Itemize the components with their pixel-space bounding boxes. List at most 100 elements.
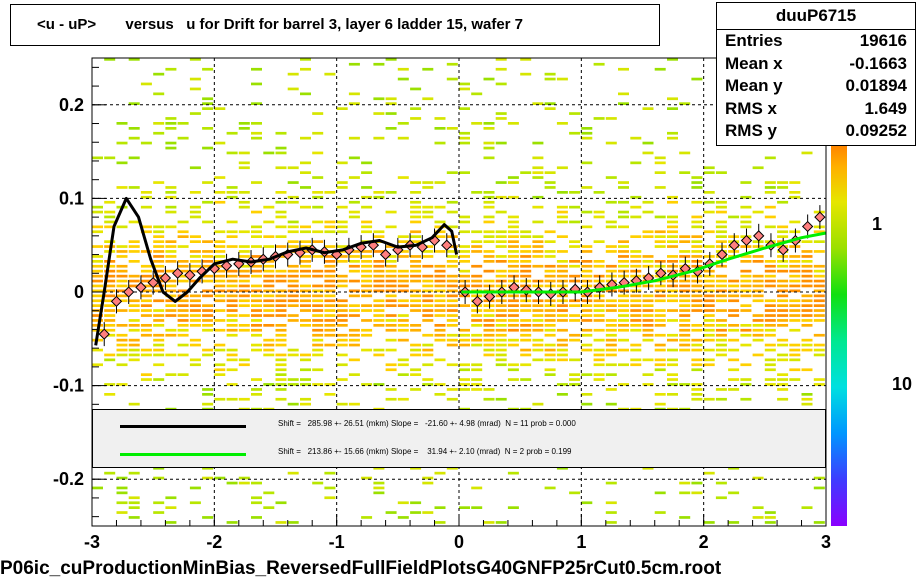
heat-cell bbox=[104, 299, 116, 303]
heat-cell bbox=[520, 299, 532, 303]
heat-cell bbox=[165, 117, 177, 120]
heat-cell bbox=[104, 471, 116, 475]
heat-cell bbox=[691, 235, 703, 238]
heat-cell bbox=[642, 230, 654, 234]
heat-cell bbox=[740, 378, 752, 381]
heat-cell bbox=[348, 210, 360, 214]
heat-cell bbox=[263, 338, 275, 342]
heat-cell bbox=[361, 294, 373, 298]
heat-cell bbox=[214, 191, 226, 194]
profile-point bbox=[171, 267, 184, 279]
heat-cell bbox=[434, 294, 446, 298]
heat-cell bbox=[238, 230, 250, 234]
stats-value: 0.01894 bbox=[845, 76, 907, 95]
heat-cell bbox=[495, 324, 507, 327]
heat-cell bbox=[691, 388, 703, 391]
heat-cell bbox=[140, 205, 152, 209]
heat-cell bbox=[703, 284, 715, 288]
heat-cell bbox=[471, 294, 483, 298]
heat-cell bbox=[226, 269, 238, 273]
heat-cell bbox=[177, 328, 189, 332]
heat-cell bbox=[104, 309, 116, 312]
heat-cell bbox=[348, 250, 360, 253]
heat-cell bbox=[679, 343, 691, 347]
heat-cell bbox=[740, 279, 752, 283]
heat-cell bbox=[618, 269, 629, 273]
heat-cell bbox=[789, 191, 801, 194]
heat-cell bbox=[777, 314, 789, 317]
heat-cell bbox=[165, 255, 177, 258]
heat-cell bbox=[165, 205, 177, 209]
heat-cell bbox=[556, 279, 568, 283]
heat-cell bbox=[593, 309, 605, 312]
heat-cell bbox=[740, 274, 752, 278]
heat-cell bbox=[764, 363, 776, 367]
heat-cell bbox=[691, 481, 703, 485]
heat-cell bbox=[300, 186, 311, 189]
heat-cell bbox=[764, 324, 776, 327]
heat-cell bbox=[703, 200, 715, 204]
heat-cell bbox=[202, 67, 214, 71]
heat-cell bbox=[605, 324, 617, 327]
heat-cell bbox=[507, 240, 519, 243]
heat-cell bbox=[165, 210, 177, 214]
heat-cell bbox=[373, 466, 385, 470]
heat-cell bbox=[361, 264, 373, 268]
heat-cell bbox=[434, 471, 446, 475]
heat-cell bbox=[361, 304, 373, 307]
heat-cell bbox=[410, 388, 422, 391]
heat-cell bbox=[165, 299, 177, 303]
heat-cell bbox=[740, 363, 752, 367]
heat-cell bbox=[92, 255, 103, 258]
heat-cell bbox=[715, 388, 727, 391]
heat-cell bbox=[410, 511, 422, 514]
heat-cell bbox=[679, 102, 691, 105]
heat-cell bbox=[373, 299, 385, 303]
heat-cell bbox=[214, 363, 226, 367]
heat-cell bbox=[581, 131, 593, 135]
heat-cell bbox=[789, 284, 801, 288]
heat-cell bbox=[777, 230, 789, 234]
heat-cell bbox=[214, 250, 226, 253]
heat-cell bbox=[667, 319, 678, 322]
heat-cell bbox=[104, 304, 116, 307]
heat-cell bbox=[410, 343, 422, 347]
heat-cell bbox=[422, 476, 434, 480]
heat-cell bbox=[703, 279, 715, 283]
heat-cell bbox=[667, 289, 678, 293]
heat-cell bbox=[459, 131, 470, 135]
heat-cell bbox=[569, 333, 581, 337]
heat-cell bbox=[410, 353, 422, 357]
heat-cell bbox=[116, 324, 128, 327]
heat-cell bbox=[422, 343, 434, 347]
heat-cell bbox=[618, 289, 629, 293]
heat-cell bbox=[507, 269, 519, 273]
heat-cell bbox=[556, 393, 568, 396]
heat-cell bbox=[569, 378, 581, 381]
heat-cell bbox=[593, 348, 605, 352]
heat-cell bbox=[667, 136, 678, 140]
heat-cell bbox=[189, 363, 201, 367]
heat-cell bbox=[397, 319, 409, 322]
heat-cell bbox=[728, 250, 740, 253]
heat-cell bbox=[140, 82, 152, 86]
heat-cell bbox=[336, 319, 348, 322]
heat-cell bbox=[287, 319, 299, 322]
heat-cell bbox=[764, 274, 776, 278]
heat-cell bbox=[740, 328, 752, 332]
heat-cell bbox=[275, 274, 287, 278]
heat-cell bbox=[312, 220, 324, 224]
heat-cell bbox=[104, 156, 116, 160]
heat-cell bbox=[251, 269, 262, 273]
heat-cell bbox=[471, 324, 483, 327]
legend-row-black-fit: Shift = 285.98 +- 26.51 (mkm) Slope = -2… bbox=[93, 416, 825, 436]
heat-cell bbox=[202, 127, 214, 130]
heat-cell bbox=[764, 328, 776, 332]
heat-cell bbox=[495, 338, 507, 342]
heat-cell bbox=[642, 210, 654, 214]
heat-cell bbox=[630, 299, 642, 303]
heat-cell bbox=[116, 250, 128, 253]
heat-cell bbox=[434, 220, 446, 224]
heat-cell bbox=[459, 333, 470, 337]
heat-cell bbox=[348, 269, 360, 273]
